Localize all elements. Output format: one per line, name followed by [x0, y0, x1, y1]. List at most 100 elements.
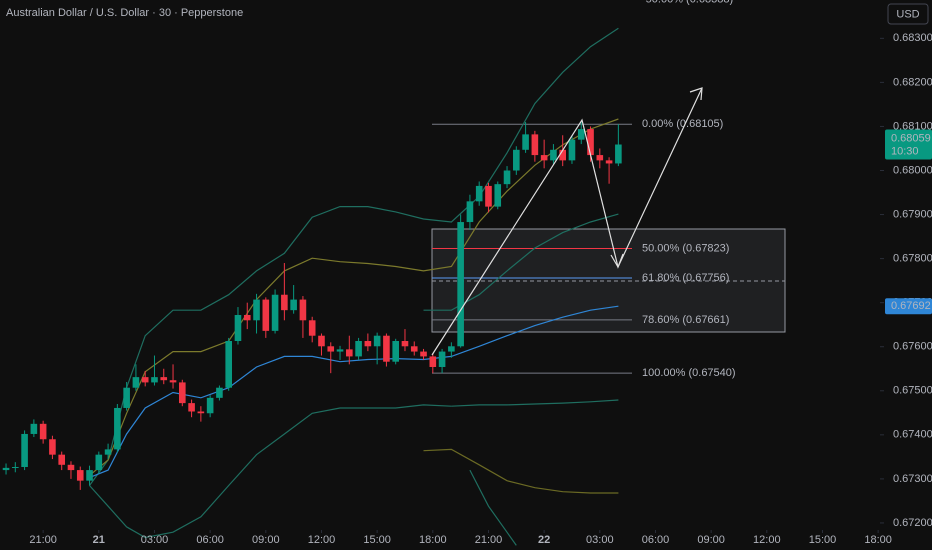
y-tick-label: 0.68100 [893, 120, 932, 132]
candle-body [141, 377, 149, 383]
fib-label: -50.00% (0.68388) [642, 0, 733, 5]
candle-body [243, 315, 251, 321]
candle-body [513, 149, 520, 171]
indicator-tag-label: 0.67692 [891, 300, 931, 312]
y-tick-label: 0.68000 [893, 164, 932, 176]
candle-body [12, 466, 19, 468]
y-tick-label: 0.67800 [893, 253, 932, 265]
candle-body [346, 349, 353, 357]
candle-body [76, 470, 84, 481]
candle-body [2, 467, 10, 471]
y-tick-label: 0.67200 [893, 517, 932, 529]
candle-body [559, 149, 566, 161]
candle-body [216, 387, 223, 398]
candle-body [383, 335, 390, 362]
candle-body [21, 433, 28, 467]
fib-label: 100.00% (0.67540) [642, 367, 736, 379]
x-tick-label: 22 [538, 534, 550, 546]
candle-body [114, 407, 121, 450]
candle-body [253, 299, 260, 321]
x-tick-label: 09:00 [252, 534, 280, 546]
candle-body [373, 335, 381, 347]
candle-body [188, 403, 195, 412]
candle-body [401, 340, 409, 347]
indicator-tag [885, 298, 932, 315]
y-tick-label: 0.67500 [893, 385, 932, 397]
indicator-line [89, 27, 619, 486]
candle-body [281, 294, 288, 311]
candle-body [392, 340, 399, 362]
candles [2, 122, 622, 490]
candle-body [67, 464, 75, 471]
projection-path [431, 87, 703, 356]
x-tick-label: 21 [93, 534, 105, 546]
candle-body [271, 294, 279, 331]
candle-body [355, 340, 362, 357]
candle-body [438, 351, 446, 367]
candle-body [179, 382, 186, 404]
fib-label: 0.00% (0.68105) [642, 118, 723, 130]
indicator-line [423, 213, 619, 311]
candle-body [132, 377, 140, 388]
candle-body [410, 346, 418, 352]
candle-body [104, 449, 112, 455]
y-tick-label: 0.67400 [893, 429, 932, 441]
candle-body [58, 454, 65, 465]
candle-body [494, 184, 502, 207]
fib-label: 50.00% (0.67823) [642, 242, 729, 254]
arrow-head [689, 87, 703, 101]
candle-body [364, 340, 372, 347]
currency-label[interactable]: USD [896, 8, 919, 20]
candle-body [225, 340, 232, 388]
candle-body [123, 387, 130, 408]
candle-body [160, 377, 168, 381]
indicator-line [469, 469, 517, 546]
indicator-line [89, 404, 452, 539]
fib-label: 61.80% (0.67756) [642, 272, 729, 284]
candle-body [39, 423, 47, 440]
candle-body [86, 470, 93, 481]
candle-body [503, 170, 511, 185]
x-tick-label: 21:00 [29, 534, 57, 546]
x-tick-label: 18:00 [419, 534, 447, 546]
candle-body [308, 320, 316, 336]
candle-body [550, 149, 557, 161]
y-tick-label: 0.67600 [893, 341, 932, 353]
candle-body [420, 351, 427, 357]
candle-body [234, 315, 242, 341]
x-tick-label: 03:00 [586, 534, 614, 546]
candle-body [262, 299, 270, 331]
candle-body [522, 134, 529, 150]
candle-body [336, 349, 344, 352]
candle-body [596, 155, 604, 161]
x-tick-label: 15:00 [363, 534, 391, 546]
candle-body [290, 299, 297, 311]
candle-body [577, 129, 585, 140]
candle-body [169, 380, 177, 383]
candle-body [568, 139, 576, 161]
candle-body [327, 346, 335, 352]
candle-body [540, 155, 548, 161]
candle-body [299, 299, 307, 321]
x-tick-label: 12:00 [308, 534, 336, 546]
price-tag-label: 0.68059 [891, 132, 931, 144]
price-tag [885, 129, 932, 160]
y-tick-label: 0.68200 [893, 76, 932, 88]
x-tick-label: 15:00 [809, 534, 837, 546]
candle-body [95, 454, 103, 471]
x-tick-label: 12:00 [753, 534, 781, 546]
candle-body [318, 335, 325, 347]
candle-body [485, 185, 492, 207]
currency-button[interactable] [887, 3, 929, 25]
y-tick-label: 0.68300 [893, 32, 932, 44]
candle-body [30, 423, 38, 434]
x-tick-label: 06:00 [642, 534, 670, 546]
candle-body [466, 201, 474, 223]
indicator-line [423, 448, 619, 494]
candle-body [448, 346, 455, 352]
candle-body [206, 397, 214, 414]
candle-body [151, 377, 158, 383]
